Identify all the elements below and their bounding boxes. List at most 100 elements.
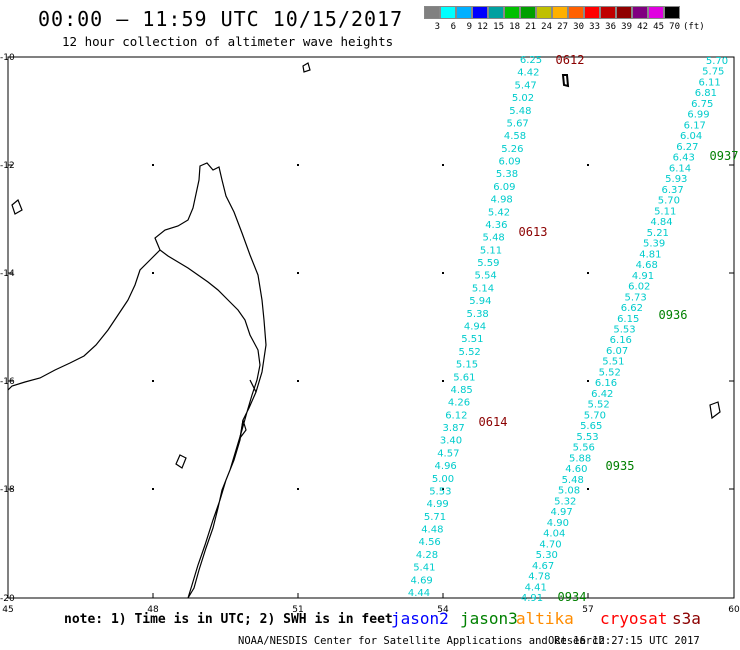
west-track-swh-value: 5.11 xyxy=(480,245,502,256)
grid-dot xyxy=(587,164,589,166)
lat-label: -12 xyxy=(0,161,15,171)
lat-label: -16 xyxy=(0,377,15,387)
west-track-swh-value: 4.96 xyxy=(435,461,457,472)
lon-label: 54 xyxy=(437,605,449,615)
west-track-swh-value: 5.48 xyxy=(483,233,505,244)
east-track-swh-value: 5.21 xyxy=(647,228,669,239)
west-track-swh-value: 6.09 xyxy=(493,182,515,193)
legend-swatches xyxy=(424,6,705,19)
east-track-swh-value: 4.91 xyxy=(521,593,543,604)
satellite-altika: altika xyxy=(516,609,574,628)
satellite-s3a: s3a xyxy=(672,609,701,628)
east-track-swh-value: 4.97 xyxy=(550,507,572,518)
east-track-swh-value: 4.04 xyxy=(543,529,565,540)
east-track-swh-value: 5.70 xyxy=(658,196,680,207)
west-track-swh-value: 5.00 xyxy=(432,474,454,485)
grid-dot xyxy=(587,380,589,382)
west-track-pass-time-label: 0613 xyxy=(519,225,548,239)
east-track-swh-value: 5.65 xyxy=(580,421,602,432)
east-track-swh-value: 5.93 xyxy=(665,174,687,185)
legend-tick-16: (ft) xyxy=(683,22,705,32)
lon-label: 57 xyxy=(582,605,593,615)
lat-label: -14 xyxy=(0,269,15,279)
west-track-swh-value: 5.71 xyxy=(424,512,446,523)
legend-swatch-13 xyxy=(632,6,648,19)
west-track-swh-value: 5.54 xyxy=(475,271,497,282)
west-track-swh-value: 4.57 xyxy=(437,448,459,459)
west-track-swh-value: 5.15 xyxy=(456,360,478,371)
east-track-swh-value: 5.70 xyxy=(706,56,728,67)
east-track-pass-time-label: 0937 xyxy=(710,149,739,163)
satellite-cryosat: cryosat xyxy=(600,609,668,628)
east-track-swh-value: 4.60 xyxy=(565,464,587,475)
east-track-swh-value: 6.81 xyxy=(695,88,717,99)
west-track-swh-value: 4.56 xyxy=(419,537,441,548)
legend-tick-10: 33 xyxy=(589,22,600,32)
legend-swatch-14 xyxy=(648,6,664,19)
west-track-swh-value: 5.41 xyxy=(413,563,435,574)
generated-timestamp: Oct 16 12:27:15 UTC 2017 xyxy=(548,635,700,647)
east-track-swh-value: 4.90 xyxy=(547,518,569,529)
west-track-swh-value: 5.59 xyxy=(477,258,499,269)
east-track-swh-value: 6.42 xyxy=(591,389,613,400)
west-track-pass-time-label: 0614 xyxy=(479,415,508,429)
west-track-swh-value: 5.26 xyxy=(501,144,523,155)
legend-tick-9: 30 xyxy=(573,22,584,32)
legend-swatch-15 xyxy=(664,6,680,19)
west-track-swh-value: 4.48 xyxy=(421,525,443,536)
east-track-swh-value: 4.78 xyxy=(528,572,550,583)
west-track-swh-value: 3.87 xyxy=(443,423,465,434)
satellite-jason2: jason2 xyxy=(391,609,449,628)
east-track-swh-value: 5.53 xyxy=(576,432,598,443)
grid-dot xyxy=(442,164,444,166)
west-track-swh-value: 4.58 xyxy=(504,131,526,142)
east-track-swh-value: 5.88 xyxy=(569,453,591,464)
east-track-swh-value: 5.52 xyxy=(587,400,609,411)
coastline-madagascar xyxy=(7,62,721,599)
legend-swatch-3 xyxy=(472,6,488,19)
lat-label: -10 xyxy=(0,53,15,63)
legend-tick-7: 24 xyxy=(541,22,552,32)
map-subtitle: 12 hour collection of altimeter wave hei… xyxy=(62,34,394,49)
east-track-swh-value: 5.51 xyxy=(602,357,624,368)
legend-swatch-2 xyxy=(456,6,472,19)
grid-dot xyxy=(442,380,444,382)
west-track-swh-value: 6.25 xyxy=(520,55,542,66)
legend-tick-1: 6 xyxy=(450,22,456,32)
east-track-swh-value: 6.16 xyxy=(595,378,617,389)
east-track-swh-value: 5.30 xyxy=(536,550,558,561)
legend-tick-2: 9 xyxy=(466,22,472,32)
swh-values: 6.254.425.475.025.485.674.585.266.095.38… xyxy=(408,55,728,604)
east-track-swh-value: 6.11 xyxy=(698,77,720,88)
legend-swatch-12 xyxy=(616,6,632,19)
grid-dot xyxy=(152,272,154,274)
west-track-swh-value: 4.85 xyxy=(451,385,473,396)
satellite-jason3: jason3 xyxy=(460,609,518,628)
east-track-pass-time-label: 0934 xyxy=(558,590,587,604)
west-track-swh-value: 5.47 xyxy=(515,80,537,91)
grid-dot xyxy=(587,488,589,490)
legend-swatch-8 xyxy=(552,6,568,19)
west-track-swh-value: 5.52 xyxy=(459,347,481,358)
legend-tick-3: 12 xyxy=(477,22,488,32)
grid-dot xyxy=(442,272,444,274)
legend-tick-15: 70 xyxy=(669,22,680,32)
legend-swatch-4 xyxy=(488,6,504,19)
lat-label: -20 xyxy=(0,594,15,604)
grid-dot xyxy=(297,380,299,382)
west-track-swh-value: 4.99 xyxy=(427,499,449,510)
legend-tick-6: 21 xyxy=(525,22,536,32)
legend-swatch-11 xyxy=(600,6,616,19)
east-track-swh-value: 5.52 xyxy=(599,367,621,378)
grid-dot xyxy=(297,164,299,166)
legend-swatch-0 xyxy=(424,6,440,19)
east-track-swh-value: 6.27 xyxy=(676,142,698,153)
legend-ticks: 3 6 9 12 15 18 21 24 27 30 33 36 39 42 45 70 (ft) xyxy=(424,22,705,32)
east-track-swh-value: 5.53 xyxy=(613,325,635,336)
west-track-swh-value: 4.42 xyxy=(517,68,539,79)
legend-tick-11: 36 xyxy=(605,22,616,32)
east-track-swh-value: 6.75 xyxy=(691,99,713,110)
legend-swatch-5 xyxy=(504,6,520,19)
east-track-swh-value: 5.70 xyxy=(584,410,606,421)
